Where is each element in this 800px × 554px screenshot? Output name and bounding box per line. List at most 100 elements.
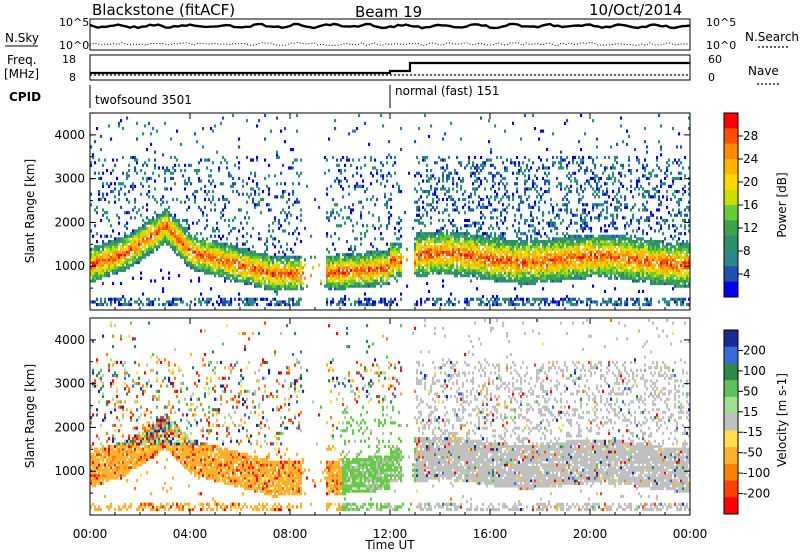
heatmap-cell (274, 266, 277, 270)
heatmap-cell (102, 263, 105, 267)
heatmap-cell (392, 255, 395, 259)
heatmap-cell (158, 166, 161, 170)
heatmap-cell (518, 250, 521, 254)
heatmap-cell (534, 232, 537, 236)
heatmap-cell (388, 276, 391, 280)
heatmap-cell (328, 268, 331, 272)
heatmap-cell (134, 245, 137, 249)
heatmap-cell (456, 274, 459, 278)
heatmap-cell (116, 297, 119, 301)
heatmap-cell (568, 274, 571, 278)
heatmap-cell (414, 237, 417, 241)
heatmap-cell (430, 124, 433, 128)
heatmap-cell (510, 276, 513, 280)
heatmap-cell (204, 226, 207, 230)
heatmap-cell (160, 237, 163, 241)
heatmap-cell (478, 250, 481, 254)
heatmap-cell (248, 297, 251, 301)
heatmap-cell (350, 163, 353, 167)
heatmap-cell (148, 250, 151, 254)
heatmap-cell (460, 137, 463, 141)
heatmap-cell (180, 229, 183, 233)
heatmap-cell (228, 232, 231, 236)
heatmap-cell (100, 218, 103, 223)
heatmap-cell (550, 263, 553, 267)
heatmap-cell (556, 245, 559, 249)
heatmap-cell (492, 179, 495, 183)
heatmap-cell (480, 182, 483, 186)
heatmap-cell (96, 211, 99, 215)
heatmap-cell (338, 224, 341, 228)
heatmap-cell (472, 242, 475, 246)
heatmap-cell (428, 297, 431, 301)
heatmap-cell (504, 237, 507, 241)
heatmap-cell (528, 263, 531, 267)
heatmap-cell (456, 205, 459, 209)
heatmap-cell (576, 240, 579, 244)
heatmap-cell (440, 250, 443, 254)
heatmap-cell (496, 245, 499, 249)
heatmap-cell (256, 284, 259, 288)
heatmap-cell (554, 247, 557, 251)
heatmap-cell (510, 303, 513, 307)
heatmap-cell (130, 232, 133, 236)
heatmap-cell (240, 221, 243, 225)
heatmap-cell (368, 268, 371, 272)
heatmap-cell (294, 242, 297, 246)
heatmap-cell (244, 250, 247, 254)
heatmap-cell (264, 266, 267, 270)
heatmap-cell (484, 187, 487, 191)
heatmap-cell (96, 253, 99, 257)
heatmap-cell (402, 255, 405, 259)
heatmap-cell (220, 297, 223, 301)
heatmap-cell (440, 263, 443, 267)
heatmap-cell (414, 245, 417, 249)
heatmap-cell (570, 258, 573, 262)
heatmap-cell (98, 271, 101, 275)
heatmap-cell (474, 192, 477, 196)
heatmap-cell (150, 247, 153, 251)
heatmap-cell (558, 242, 561, 246)
heatmap-cell (472, 221, 475, 225)
heatmap-cell (204, 258, 207, 262)
heatmap-cell (100, 258, 103, 262)
heatmap-cell (222, 197, 225, 202)
heatmap-cell (248, 263, 251, 267)
heatmap-cell (230, 263, 233, 267)
heatmap-cell (256, 263, 259, 267)
heatmap-cell (574, 297, 577, 301)
heatmap-cell (288, 261, 291, 265)
heatmap-cell (348, 205, 351, 209)
heatmap-cell (210, 247, 213, 251)
heatmap-cell (510, 253, 513, 257)
heatmap-cell (496, 195, 499, 199)
heatmap-cell (352, 250, 355, 254)
heatmap-cell (338, 237, 341, 241)
heatmap-cell (370, 263, 373, 267)
heatmap-cell (428, 250, 431, 254)
heatmap-cell (136, 229, 139, 233)
heatmap-cell (246, 266, 249, 270)
heatmap-cell (250, 282, 253, 286)
heatmap-cell (118, 182, 121, 186)
heatmap-cell (470, 258, 473, 262)
heatmap-cell (106, 258, 109, 262)
heatmap-cell (364, 232, 367, 236)
heatmap-cell (114, 187, 117, 191)
heatmap-cell (354, 258, 357, 262)
heatmap-cell (120, 282, 123, 286)
heatmap-cell (456, 266, 459, 270)
heatmap-cell (550, 203, 553, 207)
heatmap-cell (520, 247, 523, 251)
heatmap-cell (482, 266, 485, 270)
heatmap-cell (516, 187, 519, 191)
heatmap-cell (542, 287, 545, 291)
heatmap-cell (540, 195, 543, 199)
heatmap-cell (496, 237, 499, 241)
heatmap-cell (176, 242, 179, 246)
heatmap-cell (162, 287, 165, 291)
heatmap-cell (202, 266, 205, 270)
heatmap-cell (396, 250, 399, 254)
heatmap-cell (340, 266, 343, 270)
heatmap-cell (574, 213, 577, 217)
